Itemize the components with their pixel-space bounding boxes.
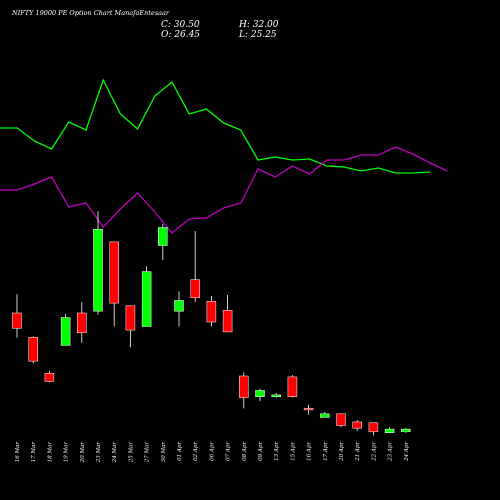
candlestick-series [12,211,411,436]
x-tick-label: 16 Apr [307,442,313,461]
x-tick-label: 23 Mar [96,442,102,464]
x-tick-label: 24 Apr [404,442,410,462]
open-price-label: O: 26.45 [161,30,200,40]
x-tick-label: 15 Apr [290,442,296,461]
x-tick-label: 08 Apr [242,442,248,461]
candle-body-up [60,317,71,346]
candle-body-down [222,310,233,333]
candle-body-down [12,312,22,329]
candle-body-up [255,390,265,397]
candle-body-up [93,229,103,312]
x-tick-label: 17 Mar [31,442,37,463]
x-tick-label: 07 Apr [226,442,232,461]
x-tick-label: 30 Mar [161,442,167,463]
candle-body-up [401,428,411,433]
candle-body-down [28,337,38,362]
x-tick-label: 16 Mar [15,442,21,463]
candle-body-up [271,394,281,397]
candle-body-down [206,301,217,323]
x-tick-label: 02 Apr [193,442,199,461]
x-tick-label: 19 Mar [64,442,70,463]
x-tick-label: 24 Mar [112,442,118,464]
candle-body-down [303,408,314,411]
candle-body-up [320,413,330,418]
x-tick-label: 21 Apr [355,442,361,462]
x-tick-label: 20 Mar [80,442,86,464]
candle-body-down [368,422,379,433]
x-tick-label: 09 Apr [258,442,264,461]
x-tick-label: 17 Apr [323,442,329,461]
x-tick-label: 22 Apr [371,442,377,462]
candle-body-down [125,305,136,331]
candle-body-down [239,375,249,398]
candle-body-down [109,241,119,304]
x-tick-label: 20 Apr [339,442,345,462]
candle-body-up [158,227,168,246]
x-tick-label: 01 Apr [177,442,183,461]
x-tick-label: 23 Apr [388,442,394,462]
candle-body-up [174,300,184,312]
green-indicator-line [0,78,431,174]
candle-body-down [287,376,298,397]
candle-body-down [352,421,362,429]
chart-title: NIFTY 19000 PE Option Chart ManafaEntesa… [11,9,170,17]
candle-body-down [77,312,87,334]
candle-body-down [336,413,346,426]
purple-indicator-line [0,146,448,234]
x-tick-label: 06 Apr [209,442,215,461]
x-tick-label: 18 Mar [47,442,53,463]
high-price-label: H: 32.00 [238,20,279,30]
low-price-label: L: 25.25 [238,30,277,40]
candle-body-up [141,271,152,327]
candle-body-up [384,428,395,433]
candle-body-down [190,279,200,298]
candle-body-down [44,373,55,382]
x-tick-label: 27 Mar [145,442,151,464]
x-tick-label: 25 Mar [128,442,134,464]
indicator-lines [0,78,448,234]
close-price-label: C: 30.50 [161,20,200,30]
x-tick-label: 13 Apr [274,442,280,461]
x-axis-tick-labels: 16 Mar 17 Mar 18 Mar 19 Mar 20 Mar 23 Mar 24 M… [15,442,410,464]
